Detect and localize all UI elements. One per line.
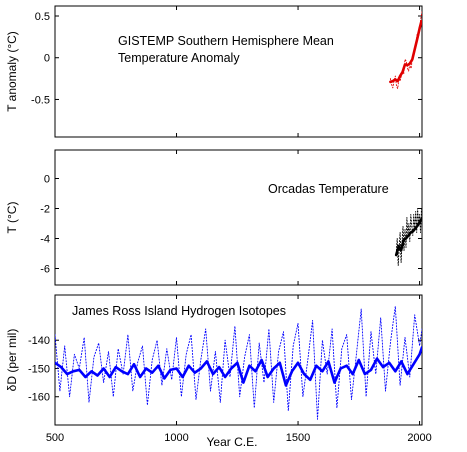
- y-tick-label: -2: [40, 204, 50, 216]
- series-line-smoothed: [55, 346, 422, 387]
- panel-annotation: GISTEMP Southern Hemisphere Mean: [118, 34, 334, 48]
- x-tick-label: 1000: [164, 432, 188, 444]
- y-axis-label: δD (per mil): [5, 329, 19, 392]
- series-line-raw: [395, 208, 422, 266]
- plot-frame: [54, 5, 423, 138]
- y-tick-label: -4: [40, 234, 50, 246]
- x-tick-label: 2000: [407, 432, 431, 444]
- series-group: [394, 208, 422, 266]
- panel-orcadas-temperature: -6 -4 -2 0 Orcadas Temperature T (°C): [5, 149, 423, 286]
- y-tick-label: 0.5: [35, 11, 50, 23]
- panel-annotation: James Ross Island Hydrogen Isotopes: [72, 304, 286, 318]
- y-tick-label: 0: [44, 53, 50, 65]
- y-axis-label: T (°C): [5, 202, 19, 234]
- y-tick-label: -150: [28, 363, 50, 375]
- y-axis-label: T anomaly (°C): [5, 31, 19, 112]
- panel-gistemp-temperature-anomaly: -0.5 0 0.5 GISTEMP Southern Hemisphere Mean…: [5, 5, 423, 138]
- series-group: [389, 11, 422, 90]
- y-tick-label: 0: [44, 174, 50, 186]
- plot-frame: [54, 149, 423, 286]
- series-line-smoothed: [394, 217, 422, 257]
- y-tick-label: -160: [28, 392, 50, 404]
- plot-frame: [54, 294, 423, 426]
- series-line-smoothed: [389, 19, 422, 84]
- x-tick-label: 1500: [286, 432, 310, 444]
- x-tick-label: 500: [46, 432, 64, 444]
- panel-annotation: Orcadas Temperature: [268, 182, 389, 196]
- y-tick-label: -6: [40, 264, 50, 276]
- panel-annotation: Temperature Anomaly: [118, 51, 240, 65]
- panel-james-ross-island-isotopes: -160 -150 -140 500 1000 1500 2000 James Ross Is…: [5, 294, 432, 449]
- series-group: [55, 305, 422, 420]
- y-tick-label: -0.5: [31, 94, 50, 106]
- y-tick-label: -140: [28, 335, 50, 347]
- x-axis-label: Year C.E.: [207, 435, 258, 449]
- series-line-raw: [55, 305, 422, 420]
